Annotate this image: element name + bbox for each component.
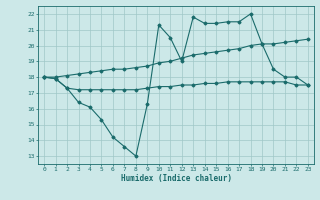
X-axis label: Humidex (Indice chaleur): Humidex (Indice chaleur) [121,174,231,183]
